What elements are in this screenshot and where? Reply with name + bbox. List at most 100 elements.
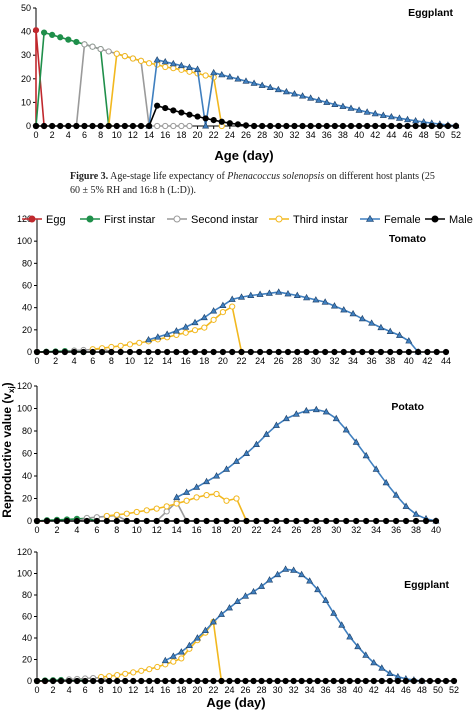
series-second-instar [73,41,193,130]
data-point [370,658,378,666]
legend-item-male: Male [425,214,473,226]
legend-label: First instar [104,214,156,226]
data-point [238,348,245,356]
x-tick-label: 30 [273,685,283,695]
legend-label: Male [449,214,473,226]
data-point [186,111,193,118]
series-first-instar [32,29,112,130]
data-point [65,36,72,43]
data-point [228,295,236,302]
data-point [200,313,208,321]
x-tick-label: 6 [82,130,87,140]
legend-marker [86,215,94,223]
data-point [312,296,320,303]
data-point [138,667,145,674]
data-point [258,81,266,88]
data-point [49,122,56,130]
data-point [153,505,160,512]
legend-label: Egg [46,214,66,226]
x-tick-label: 46 [401,685,411,695]
y-tick-label: 0 [27,516,32,526]
data-point [133,508,140,516]
data-point [163,330,171,337]
data-point [298,570,306,578]
data-point [331,122,338,130]
data-point [65,122,72,130]
x-tick-label: 52 [451,130,461,140]
x-tick-label: 30 [311,356,321,366]
data-point [183,517,190,525]
data-point [243,517,250,525]
data-point [138,677,145,685]
x-tick-label: 40 [353,685,363,695]
data-point [303,293,311,301]
x-tick-label: 24 [271,525,281,535]
figure-caption: Figure 3. Age-stage life expectancy of P… [70,170,474,198]
data-point [354,677,361,685]
data-point [383,517,390,525]
data-point [210,117,217,124]
data-point [306,677,313,685]
data-point [242,122,250,129]
data-point [49,677,57,685]
data-point [283,517,290,525]
data-point [177,648,185,655]
data-point [330,677,337,685]
x-tick-label: 8 [98,130,103,140]
data-point [145,348,152,356]
data-point [163,517,170,525]
x-tick-label: 34 [306,130,316,140]
y-tick-label: 120 [17,381,32,391]
data-point [312,348,319,356]
data-point [229,303,236,310]
data-point [362,651,370,658]
data-point [162,122,169,130]
x-tick-label: 36 [391,525,401,535]
data-point [213,490,220,498]
panel-title: Eggplant [404,579,449,591]
data-point [418,677,426,685]
data-point [163,503,170,510]
x-tick-label: 26 [241,130,251,140]
x-tick-label: 4 [66,130,71,140]
x-tick-label: 36 [367,356,377,366]
series-line [164,568,423,682]
data-point [191,327,199,334]
data-point [81,122,88,130]
data-point [61,348,68,356]
x-tick-label: 20 [231,525,241,535]
series-line [92,305,243,353]
x-tick-label: 10 [112,130,122,140]
data-point [202,122,210,129]
data-point [256,348,264,356]
y-tick-label: 50 [21,3,31,13]
data-point [299,122,306,130]
y-tick-label: 100 [17,236,32,246]
data-point [394,677,401,685]
x-tick-label: 26 [291,525,301,535]
x-tick-label: 32 [329,356,339,366]
data-point [275,348,282,356]
y-tick-label: 100 [17,569,32,579]
data-point [108,343,115,351]
data-point [136,348,143,356]
x-tick-label: 28 [292,356,302,366]
y-tick-label: 20 [22,325,32,335]
x-tick-label: 36 [321,685,331,695]
x-tick-label: 12 [144,356,154,366]
data-point [315,122,322,130]
data-point [338,621,346,628]
data-point [105,48,112,55]
x-tick-label: 30 [331,525,341,535]
x-tick-label: 28 [311,525,321,535]
data-point [57,677,65,685]
x-tick-label: 26 [240,685,250,695]
data-point [57,34,64,41]
data-point [219,348,227,356]
data-point [223,465,231,472]
data-point [432,517,440,525]
x-tick-label: 22 [236,356,246,366]
